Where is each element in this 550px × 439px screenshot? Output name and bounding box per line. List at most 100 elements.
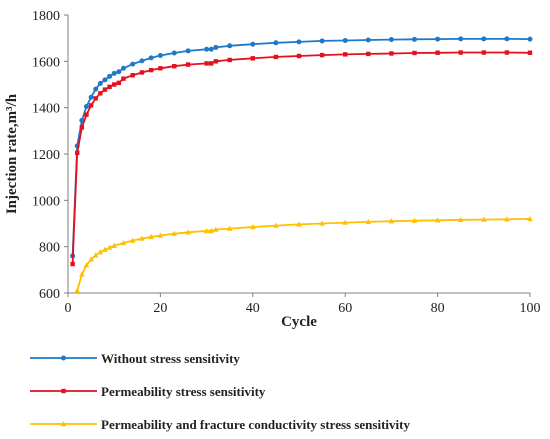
data-point-square: [121, 76, 126, 81]
x-tick-label: 100: [520, 301, 541, 316]
legend: Without stress sensitivity Permeability s…: [30, 351, 410, 432]
legend-label: Without stress sensitivity: [101, 351, 240, 366]
data-point-triangle: [120, 239, 127, 246]
data-point-circle: [107, 73, 113, 79]
y-tick-label: 1200: [32, 148, 60, 163]
series-line: [71, 51, 531, 265]
data-point-triangle: [79, 271, 85, 277]
data-point-triangle: [208, 227, 215, 234]
data-point-triangle: [226, 225, 233, 231]
data-point-square: [112, 82, 117, 87]
data-point-circle: [213, 44, 219, 50]
data-point-circle: [61, 355, 66, 361]
data-point-square: [158, 66, 163, 71]
x-tick-label: 20: [153, 301, 167, 316]
data-point-square: [504, 50, 510, 55]
legend-item: Permeability stress sensitivity: [30, 384, 266, 399]
data-point-circle: [88, 94, 94, 100]
data-point-triangle: [365, 218, 372, 225]
data-point-square: [148, 67, 154, 73]
y-tick-label: 600: [39, 287, 60, 302]
data-point-square: [172, 63, 177, 69]
data-point-square: [185, 62, 191, 67]
data-point-circle: [365, 37, 371, 43]
data-point-circle: [111, 70, 117, 76]
data-point-triangle: [171, 230, 178, 236]
data-point-triangle: [296, 221, 302, 227]
data-point-square: [70, 261, 75, 267]
data-point-circle: [148, 55, 154, 61]
data-point-triangle: [411, 217, 418, 223]
data-point-square: [343, 52, 348, 57]
data-point-square: [102, 87, 108, 92]
legend-label: Permeability stress sensitivity: [101, 384, 266, 399]
y-tick-label: 800: [39, 241, 60, 256]
data-point-square: [527, 50, 533, 55]
data-point-triangle: [203, 227, 210, 234]
y-tick-label: 1800: [32, 9, 60, 24]
data-point-square: [273, 54, 279, 60]
x-ticks: 0 20 40 60 80 100: [65, 293, 541, 316]
series-3: [74, 215, 533, 293]
series-line: [76, 218, 531, 291]
data-point-square: [204, 61, 209, 66]
data-point-circle: [97, 80, 103, 86]
y-tick-label: 1600: [32, 55, 60, 70]
data-point-square: [107, 84, 112, 90]
data-point-circle: [116, 69, 122, 75]
data-point-circle: [458, 36, 464, 42]
data-point-triangle: [250, 223, 256, 230]
data-point-circle: [227, 43, 233, 49]
data-point-triangle: [527, 215, 533, 222]
data-point-square: [209, 61, 214, 66]
data-point-triangle: [434, 217, 441, 223]
data-point-circle: [120, 65, 126, 71]
data-point-triangle: [481, 216, 487, 222]
data-point-triangle: [319, 220, 325, 226]
data-point-square: [130, 73, 135, 78]
data-point-circle: [319, 38, 325, 44]
data-point-triangle: [92, 252, 99, 258]
data-point-triangle: [83, 262, 90, 268]
data-point-triangle: [157, 232, 164, 238]
data-point-square: [116, 80, 122, 86]
data-point-circle: [435, 36, 441, 42]
data-point-triangle: [185, 229, 191, 235]
x-tick-label: 0: [65, 301, 72, 316]
data-point-square: [88, 103, 94, 108]
data-point-circle: [504, 36, 510, 42]
data-point-triangle: [102, 246, 108, 252]
data-point-circle: [273, 40, 279, 46]
data-point-square: [139, 70, 145, 75]
x-tick-label: 80: [431, 301, 445, 316]
data-point-square: [319, 52, 325, 58]
data-point-circle: [481, 36, 487, 42]
data-point-circle: [157, 53, 163, 59]
x-tick-label: 60: [338, 301, 352, 316]
data-point-triangle: [273, 222, 279, 228]
data-point-triangle: [139, 235, 145, 241]
x-tick-label: 40: [246, 301, 260, 316]
legend-item: Without stress sensitivity: [30, 351, 240, 366]
data-point-square: [296, 53, 302, 59]
data-point-triangle: [213, 226, 219, 232]
data-point-square: [389, 51, 394, 56]
data-point-circle: [527, 36, 533, 42]
data-point-square: [75, 150, 80, 156]
data-point-circle: [185, 48, 191, 54]
data-point-triangle: [342, 219, 348, 225]
data-point-square: [435, 50, 440, 55]
data-point-triangle: [88, 256, 94, 262]
data-point-circle: [102, 77, 108, 83]
data-point-circle: [296, 39, 302, 45]
data-point-circle: [388, 37, 394, 43]
data-point-triangle: [97, 249, 104, 255]
data-point-circle: [171, 50, 177, 56]
data-point-circle: [139, 58, 145, 64]
data-point-triangle: [60, 421, 67, 427]
data-point-circle: [93, 86, 99, 92]
data-point-square: [93, 96, 98, 101]
data-point-circle: [208, 46, 214, 52]
series-2: [70, 50, 533, 267]
